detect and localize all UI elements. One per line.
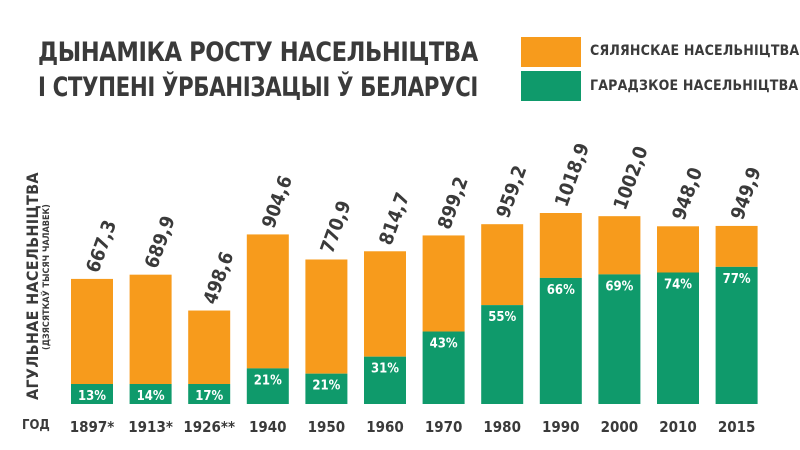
urban-share-label-8: 66% [547,283,575,298]
x-axis-title: ГОД [22,418,50,433]
chart-title-line-1: ДЫНАМІКА РОСТУ НАСЕЛЬНІЦТВА [38,37,478,68]
total-label-4: 770,9 [316,198,355,256]
bar-rural-5 [364,251,406,357]
x-tick-label-10: 2010 [659,418,697,436]
x-tick-label-3: 1940 [249,418,287,436]
x-tick-label-8: 1990 [542,418,580,436]
total-label-3: 904,6 [258,173,297,231]
bar-rural-11 [715,225,758,267]
bar-urban-3 [246,368,289,404]
bar-rural-1 [129,274,172,384]
urban-share-label-3: 21% [254,373,282,388]
total-label-10: 948,0 [668,165,707,223]
x-tick-label-9: 2000 [601,418,639,436]
bar-urban-7 [481,305,524,404]
bar-urban-10 [657,272,699,404]
chart-title-line-2: І СТУПЕНІ ЎРБАНІЗАЦЫІ Ў БЕЛАРУСІ [38,72,478,103]
urban-share-label-0: 13% [78,389,106,404]
bar-rural-10 [657,226,699,273]
legend-label-rural: СЯЛЯНСКАЕ НАСЕЛЬНІЦТВА [590,43,800,59]
urban-share-label-5: 31% [371,362,399,377]
total-label-5: 814,7 [375,190,414,248]
x-tick-label-2: 1926** [183,418,235,436]
legend-label-urban: ГАРАДЗКОЕ НАСЕЛЬНІЦТВА [590,78,799,94]
bar-urban-8 [539,277,582,404]
legend-swatch-urban [521,71,581,101]
urban-share-label-2: 17% [195,389,223,404]
bar-urban-0 [71,384,113,404]
total-label-11: 949,9 [727,164,766,222]
total-label-0: 667,3 [82,217,121,275]
x-tick-label-6: 1970 [425,418,463,436]
urban-share-label-11: 77% [723,272,751,287]
bar-urban-6 [422,331,465,404]
bar-rural-4 [305,259,348,374]
bar-rural-3 [246,234,289,369]
bar-rural-9 [598,216,641,275]
urban-share-label-1: 14% [137,389,165,404]
bar-rural-2 [188,310,231,384]
legend-swatch-rural [521,37,581,67]
total-label-7: 959,2 [492,163,531,221]
total-label-6: 899,2 [434,174,473,232]
x-tick-label-0: 1897* [70,418,115,436]
urban-share-label-4: 21% [312,379,340,394]
total-label-2: 498,6 [199,249,238,307]
bar-rural-7 [481,224,524,306]
total-label-1: 689,9 [141,213,180,271]
bar-rural-0 [71,278,113,384]
bar-urban-9 [598,274,641,404]
x-tick-label-1: 1913* [128,418,173,436]
x-tick-label-11: 2015 [718,418,756,436]
urban-share-label-10: 74% [664,277,692,292]
x-tick-label-5: 1960 [366,418,404,436]
urban-share-label-9: 69% [605,279,633,294]
urban-share-label-7: 55% [488,310,516,325]
bar-urban-5 [364,356,406,404]
bar-urban-1 [129,384,172,404]
bar-urban-2 [188,384,231,404]
x-tick-label-4: 1950 [308,418,346,436]
x-tick-label-7: 1980 [483,418,521,436]
urban-share-label-6: 43% [430,337,458,352]
total-label-8: 1018,9 [551,140,594,210]
bar-urban-11 [715,266,758,404]
bar-rural-6 [422,235,465,332]
bar-urban-4 [305,373,348,404]
total-label-9: 1002,0 [609,143,652,213]
bar-rural-8 [539,213,582,278]
